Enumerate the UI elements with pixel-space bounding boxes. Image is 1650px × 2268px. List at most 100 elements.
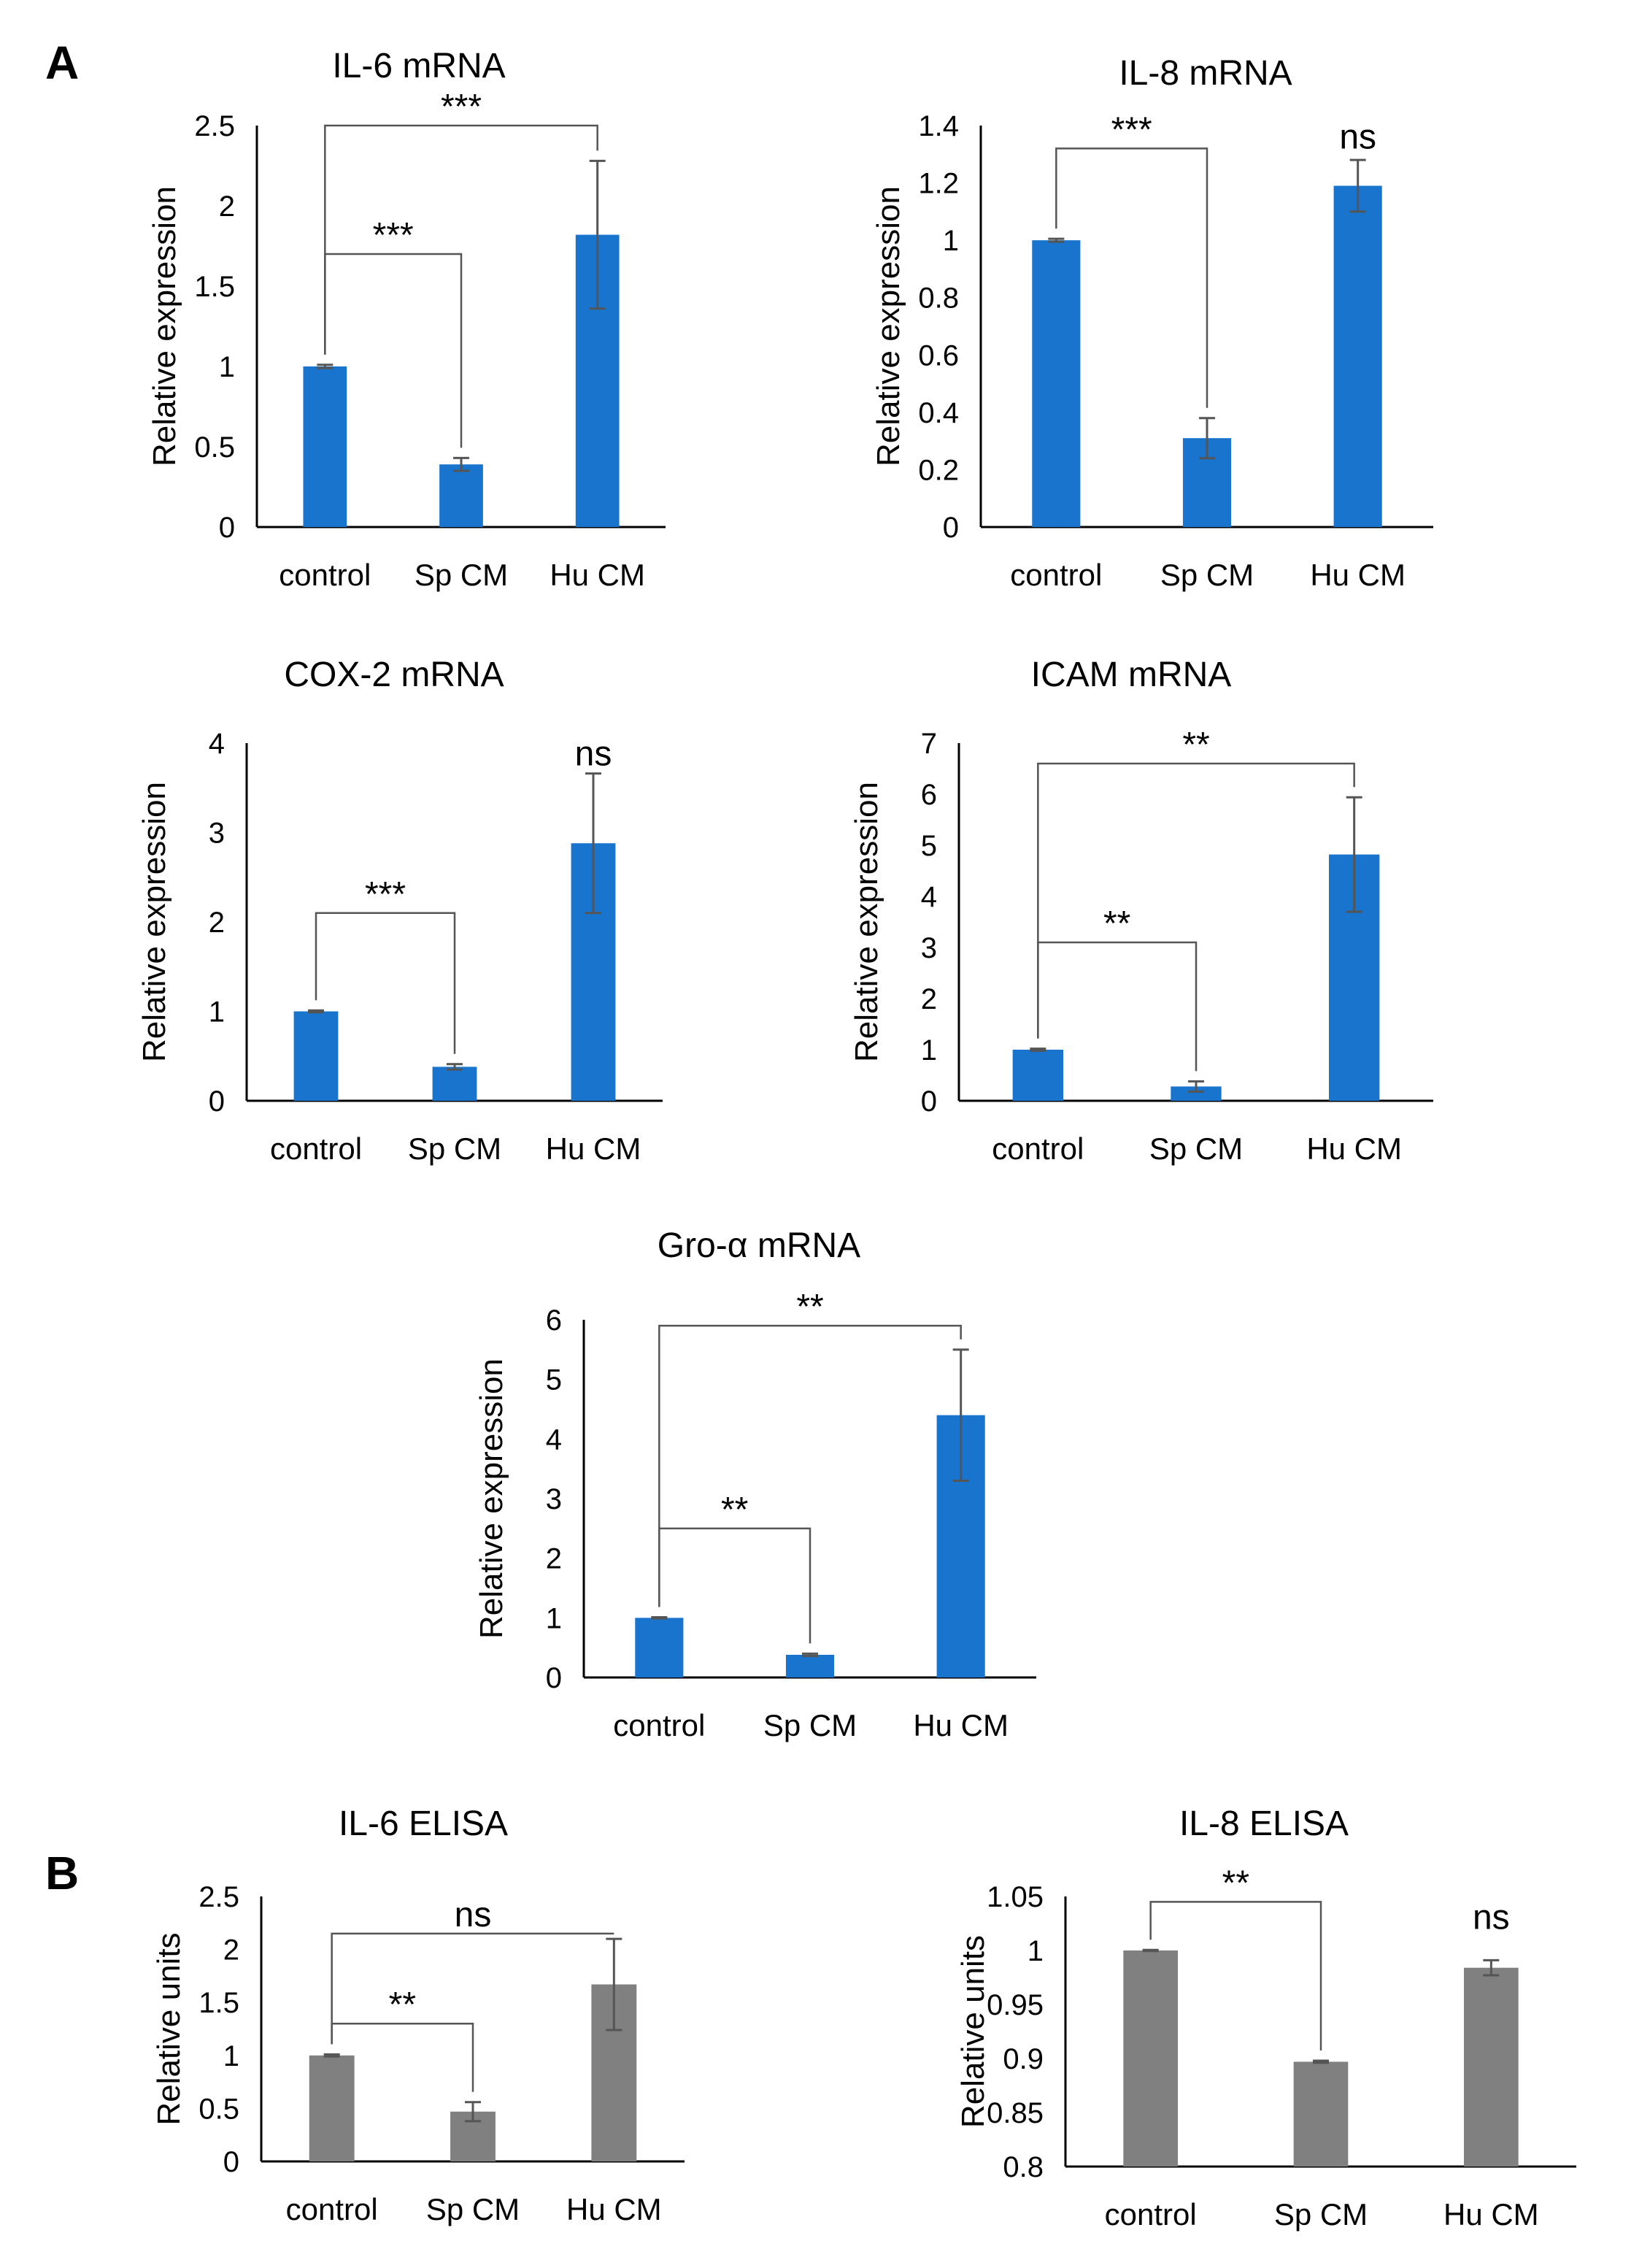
bar-sp-cm — [432, 1066, 477, 1101]
significance-label: ** — [1222, 1864, 1249, 1902]
chart-title: IL-8 mRNA — [1119, 54, 1292, 93]
significance-label: ** — [796, 1288, 823, 1326]
y-tick-label: 0 — [209, 1085, 225, 1118]
y-tick-label: 5 — [921, 830, 937, 862]
y-tick-label: 6 — [921, 779, 937, 811]
y-tick-label: 0 — [921, 1085, 937, 1118]
y-tick-label: 2 — [223, 1934, 239, 1967]
y-tick-label: 3 — [546, 1483, 562, 1515]
bar-hu-cm — [1464, 1967, 1519, 2167]
x-tick-label: Hu CM — [1443, 2197, 1539, 2232]
significance-label: ** — [389, 1986, 416, 2024]
panel-letter-a: A — [45, 36, 79, 89]
x-tick-label: control — [1010, 558, 1102, 592]
y-tick-label: 2 — [219, 191, 235, 223]
x-tick-label: control — [279, 558, 371, 592]
bar-control — [1123, 1950, 1178, 2167]
significance-bracket — [315, 912, 456, 1054]
y-tick-label: 4 — [209, 728, 225, 760]
y-tick-label: 0 — [223, 2146, 239, 2178]
significance-bracket — [1149, 1901, 1322, 2050]
significance-bracket — [658, 1324, 962, 1607]
bar-sp-cm — [785, 1654, 835, 1677]
bar-control — [1032, 240, 1081, 527]
chart-il8_mrna: IL-8 mRNA Relative expression 0 0.2 0.4 0.6 0.… — [871, 54, 1433, 592]
chart-cox2_mrna: COX-2 mRNA Relative expression 0 1 2 3 4 contro… — [136, 656, 663, 1166]
y-tick-label: 1.4 — [918, 110, 959, 142]
y-tick-label: 1.2 — [918, 168, 959, 200]
y-tick-label: 1 — [546, 1602, 562, 1634]
significance-label: ns — [455, 1896, 492, 1934]
y-tick-label: 0.6 — [918, 339, 959, 372]
x-tick-label: Sp CM — [1274, 2197, 1368, 2232]
y-axis-label: Relative units — [151, 1932, 187, 2125]
bar-sp-cm — [439, 464, 483, 527]
y-tick-label: 4 — [921, 881, 937, 913]
bar-control — [309, 2055, 355, 2161]
y-tick-label: 2.5 — [194, 110, 235, 142]
y-tick-label: 2.5 — [198, 1881, 239, 1913]
panel-letter-b: B — [45, 1847, 79, 1899]
significance-label: *** — [365, 875, 406, 914]
y-axis-label: Relative expression — [849, 782, 884, 1062]
y-tick-label: 1 — [219, 351, 235, 383]
bar-control — [1012, 1050, 1063, 1101]
y-tick-label: 1 — [223, 2040, 239, 2072]
chart-il6_mrna: IL-6 mRNA Relative expression 0 0.5 1 1.5 2 2.5… — [147, 47, 666, 592]
x-tick-label: control — [992, 1131, 1084, 1166]
y-tick-label: 0.2 — [918, 454, 959, 486]
x-tick-label: Hu CM — [566, 2192, 662, 2226]
y-axis-label: Relative expression — [871, 186, 906, 466]
chart-title: ICAM mRNA — [1031, 656, 1232, 694]
x-tick-label: Hu CM — [1306, 1131, 1402, 1166]
y-tick-label: 2 — [209, 907, 225, 939]
y-tick-label: 0.85 — [987, 2097, 1044, 2129]
y-tick-label: 3 — [921, 932, 937, 964]
y-axis-label: Relative expression — [136, 782, 172, 1062]
y-tick-label: 0.95 — [987, 1989, 1044, 2021]
y-tick-label: 0 — [219, 512, 235, 544]
x-tick-label: control — [286, 2192, 378, 2226]
significance-label: ns — [575, 735, 612, 774]
x-tick-label: Hu CM — [1310, 558, 1406, 592]
significance-bracket — [1055, 147, 1208, 408]
y-tick-label: 1.05 — [987, 1881, 1044, 1913]
y-axis-label: Relative expression — [147, 186, 182, 466]
y-tick-label: 2 — [546, 1543, 562, 1575]
bar-sp-cm — [1293, 2061, 1349, 2167]
y-tick-label: 0.8 — [1003, 2151, 1044, 2183]
significance-label: ** — [721, 1491, 748, 1529]
bar-control — [635, 1618, 684, 1677]
x-tick-label: control — [270, 1131, 362, 1166]
chart-title: Gro-α mRNA — [658, 1226, 860, 1265]
significance-label: ** — [1103, 904, 1130, 943]
y-tick-label: 7 — [921, 728, 937, 760]
y-tick-label: 0.5 — [194, 431, 235, 464]
y-tick-label: 4 — [546, 1423, 562, 1456]
bar-hu-cm — [1333, 185, 1382, 527]
y-tick-label: 0.5 — [198, 2093, 239, 2125]
y-tick-label: 0.8 — [918, 282, 959, 315]
y-tick-label: 1 — [921, 1034, 937, 1066]
chart-groa_mrna: Gro-α mRNA Relative expression 0 1 2 3 4 5 6 cont… — [474, 1226, 1036, 1742]
y-tick-label: 5 — [546, 1364, 562, 1396]
y-tick-label: 0 — [943, 512, 959, 544]
bar-sp-cm — [1171, 1086, 1222, 1101]
y-tick-label: 2 — [921, 983, 937, 1015]
x-tick-label: control — [1105, 2197, 1197, 2232]
x-tick-label: Hu CM — [550, 558, 645, 592]
y-axis-label: Relative units — [955, 1935, 991, 2128]
y-tick-label: 0.9 — [1003, 2043, 1044, 2075]
chart-title: COX-2 mRNA — [284, 656, 504, 694]
x-tick-label: Sp CM — [415, 558, 508, 592]
y-tick-label: 6 — [546, 1304, 562, 1337]
x-tick-label: Sp CM — [426, 2192, 520, 2226]
significance-label: *** — [373, 216, 414, 255]
significance-label: ns — [1473, 1898, 1510, 1937]
x-tick-label: control — [613, 1708, 705, 1742]
significance-label: ** — [1182, 726, 1209, 764]
y-tick-label: 0 — [546, 1662, 562, 1694]
chart-title: IL-6 ELISA — [339, 1804, 508, 1843]
bar-control — [293, 1011, 339, 1101]
significance-bracket — [1037, 762, 1355, 1039]
